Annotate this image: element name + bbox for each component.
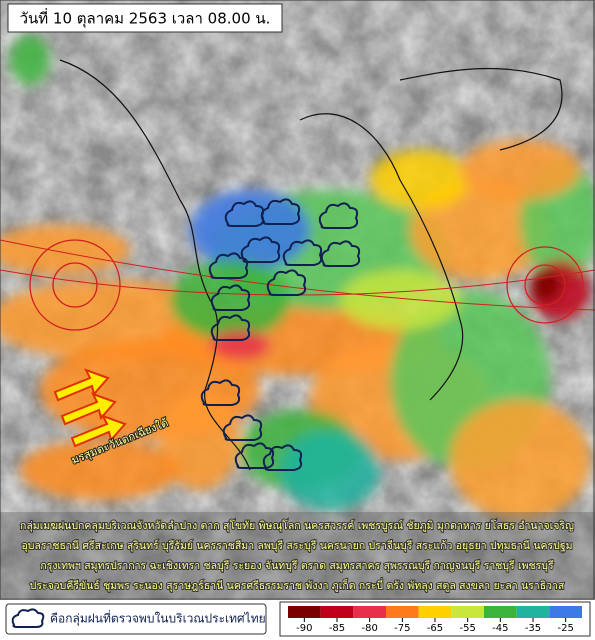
cloud-top <box>460 140 580 200</box>
cloud-top <box>160 390 240 490</box>
province-list: กลุ่มเมฆฝนปกคลุมบริเวณจังหวัดลำปาง ตาก ส… <box>19 518 575 593</box>
cloud-top <box>210 330 270 360</box>
legend-box <box>5 603 267 635</box>
arrow <box>53 368 110 402</box>
rain-cluster <box>260 198 301 225</box>
scale-tick-label: -80 <box>361 623 377 634</box>
province-line: กลุ่มเมฆฝนปกคลุมบริเวณจังหวัดลำปาง ตาก ส… <box>20 519 574 532</box>
rain-cluster <box>266 269 307 296</box>
rain-cluster <box>208 252 249 279</box>
cloud-top <box>340 270 460 330</box>
rain-cluster <box>222 414 263 441</box>
circle <box>506 246 584 324</box>
province-line: กรุงเทพฯ สมุทรปราการ ฉะเชิงเทรา ชลบุรี ร… <box>40 559 554 572</box>
scale-tick-label: -25 <box>557 623 573 634</box>
scale-swatch <box>386 606 419 618</box>
map-border <box>0 0 595 600</box>
rain-cluster <box>240 236 281 263</box>
cloud-top <box>0 225 130 275</box>
rain-cluster <box>318 202 359 229</box>
rain-cluster <box>282 239 323 266</box>
scale-tick-label: -75 <box>394 623 410 634</box>
scale-swatch <box>353 606 386 618</box>
title: วันที่ 10 ตุลาคม 2563 เวลา 08.00 น. <box>20 8 271 29</box>
cloud-colors <box>0 35 595 520</box>
scale-tick-label: -90 <box>296 623 312 634</box>
rain-cluster-icon <box>11 608 45 628</box>
scale-swatch <box>418 606 452 618</box>
rain-cluster <box>262 444 303 471</box>
legend-text: คือกลุ่มฝนที่ตรวจพบในบริเวณประเทศไทย <box>50 610 266 627</box>
storm-circles <box>29 239 584 331</box>
rain-cluster <box>320 240 361 267</box>
trough-line <box>0 239 595 311</box>
monsoon-arrows <box>53 368 127 448</box>
cloud-top <box>280 430 380 510</box>
province-panel <box>0 512 595 598</box>
scale-swatch <box>484 606 517 618</box>
cloud-top <box>370 150 470 210</box>
color-scale: -90 -85 -80 -75 -65 -55 -45 -35 -25 <box>288 606 582 634</box>
rain-clusters <box>200 198 361 471</box>
cloud-top <box>170 260 290 340</box>
province-line: อุบลราชธานี ศรีสะเกษ สุรินทร์ บุรีรัมย์ … <box>21 539 572 552</box>
circle <box>524 264 566 306</box>
arrow <box>70 414 127 448</box>
scale-tick-label: -85 <box>329 623 345 634</box>
scale-swatch <box>516 606 550 618</box>
scale-swatch <box>288 606 321 618</box>
arrow <box>60 392 117 426</box>
circle <box>52 262 98 308</box>
scale-swatch <box>451 606 484 618</box>
scale-tick-label: -45 <box>492 623 508 634</box>
scale-swatch <box>320 606 354 618</box>
scale-tick-label: -55 <box>459 623 475 634</box>
rain-cluster <box>210 284 251 311</box>
cloud-top <box>20 440 180 500</box>
rain-cluster <box>210 314 251 341</box>
cloud-top <box>450 400 590 520</box>
scale-tick-label: -35 <box>525 623 541 634</box>
rain-cluster <box>224 200 265 227</box>
scale-tick-label: -65 <box>427 623 443 634</box>
rain-cluster <box>234 442 275 469</box>
title-box <box>7 3 283 33</box>
cloud-top <box>10 35 50 85</box>
scale-swatch <box>549 606 582 618</box>
coastline <box>59 59 563 471</box>
cloud-top <box>190 190 310 270</box>
circle <box>29 239 121 331</box>
province-line: ประจวบคีรีขันธ์ ชุมพร ระนอง สุราษฎร์ธานี… <box>30 578 565 592</box>
rain-cluster <box>200 379 241 406</box>
cloud-top <box>529 269 561 301</box>
